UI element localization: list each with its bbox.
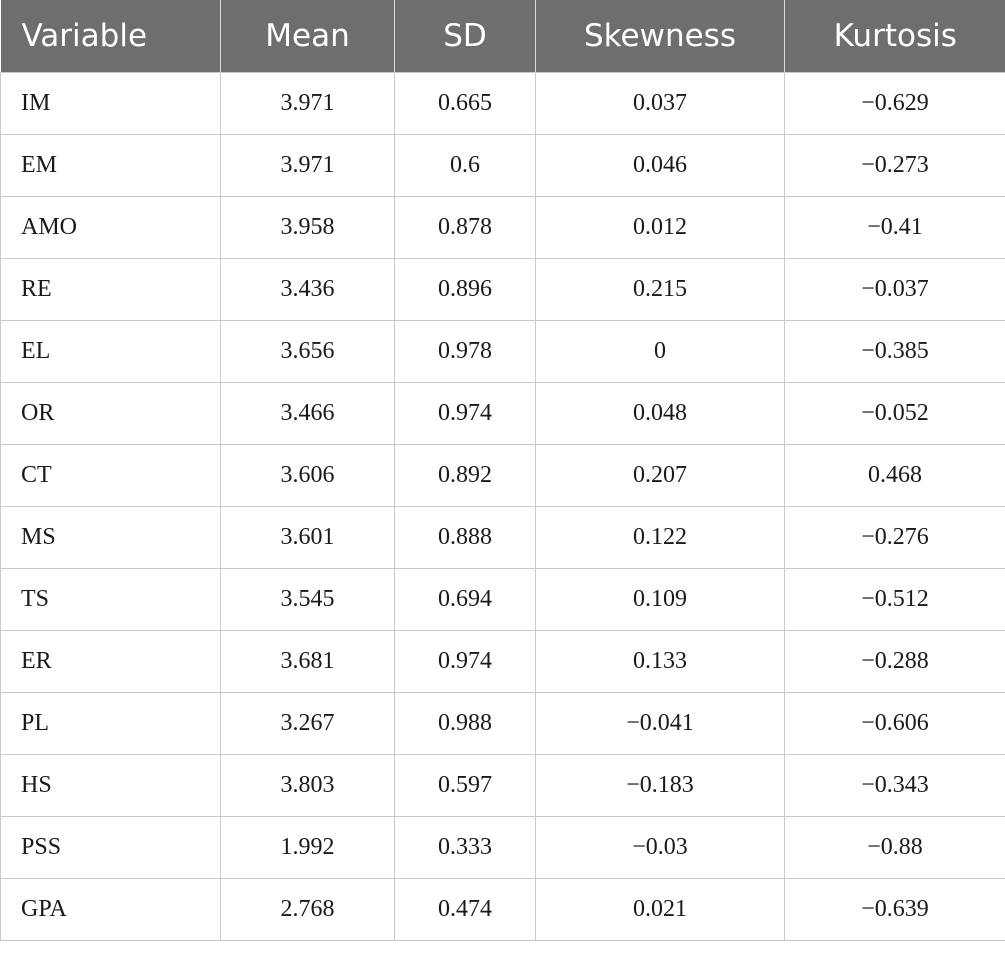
table-row: RE 3.436 0.896 0.215 −0.037 [0,258,1005,321]
cell-variable: AMO [0,196,221,259]
table-header: Variable Mean SD Skewness Kurtosis [0,0,1005,73]
cell-kurtosis: 0.468 [784,444,1005,507]
cell-kurtosis: −0.88 [784,816,1005,879]
header-mean: Mean [220,0,395,73]
cell-mean: 3.656 [220,320,395,383]
header-row: Variable Mean SD Skewness Kurtosis [0,0,1005,73]
cell-skewness: 0.046 [535,134,785,197]
cell-skewness: 0.122 [535,506,785,569]
cell-kurtosis: −0.273 [784,134,1005,197]
cell-kurtosis: −0.41 [784,196,1005,259]
header-variable: Variable [0,0,221,73]
cell-kurtosis: −0.606 [784,692,1005,755]
cell-skewness: 0.037 [535,72,785,135]
cell-sd: 0.896 [394,258,536,321]
table-row: ER 3.681 0.974 0.133 −0.288 [0,630,1005,693]
cell-sd: 0.974 [394,630,536,693]
cell-mean: 3.803 [220,754,395,817]
cell-skewness: 0.048 [535,382,785,445]
cell-skewness: 0.215 [535,258,785,321]
cell-sd: 0.597 [394,754,536,817]
cell-skewness: 0 [535,320,785,383]
table-row: GPA 2.768 0.474 0.021 −0.639 [0,878,1005,941]
header-kurtosis: Kurtosis [784,0,1005,73]
cell-mean: 3.606 [220,444,395,507]
cell-variable: CT [0,444,221,507]
cell-sd: 0.694 [394,568,536,631]
cell-kurtosis: −0.629 [784,72,1005,135]
cell-variable: MS [0,506,221,569]
cell-mean: 3.601 [220,506,395,569]
cell-variable: OR [0,382,221,445]
cell-kurtosis: −0.385 [784,320,1005,383]
cell-variable: EM [0,134,221,197]
cell-mean: 3.466 [220,382,395,445]
table-row: PL 3.267 0.988 −0.041 −0.606 [0,692,1005,755]
cell-kurtosis: −0.343 [784,754,1005,817]
cell-sd: 0.474 [394,878,536,941]
table-row: OR 3.466 0.974 0.048 −0.052 [0,382,1005,445]
cell-variable: ER [0,630,221,693]
cell-kurtosis: −0.052 [784,382,1005,445]
cell-skewness: 0.109 [535,568,785,631]
cell-variable: EL [0,320,221,383]
cell-variable: IM [0,72,221,135]
cell-variable: PSS [0,816,221,879]
cell-sd: 0.888 [394,506,536,569]
cell-variable: PL [0,692,221,755]
cell-mean: 2.768 [220,878,395,941]
cell-skewness: 0.133 [535,630,785,693]
table-row: CT 3.606 0.892 0.207 0.468 [0,444,1005,507]
header-skewness: Skewness [535,0,785,73]
cell-skewness: −0.183 [535,754,785,817]
cell-sd: 0.878 [394,196,536,259]
cell-sd: 0.974 [394,382,536,445]
cell-skewness: −0.03 [535,816,785,879]
table-body: IM 3.971 0.665 0.037 −0.629 EM 3.971 0.6 0.046 −0… [0,72,1005,941]
cell-kurtosis: −0.276 [784,506,1005,569]
cell-kurtosis: −0.288 [784,630,1005,693]
cell-mean: 3.958 [220,196,395,259]
cell-sd: 0.333 [394,816,536,879]
cell-mean: 3.436 [220,258,395,321]
cell-skewness: 0.012 [535,196,785,259]
cell-kurtosis: −0.037 [784,258,1005,321]
cell-mean: 3.681 [220,630,395,693]
table-row: EM 3.971 0.6 0.046 −0.273 [0,134,1005,197]
table-row: HS 3.803 0.597 −0.183 −0.343 [0,754,1005,817]
cell-variable: RE [0,258,221,321]
cell-sd: 0.988 [394,692,536,755]
cell-sd: 0.6 [394,134,536,197]
cell-sd: 0.978 [394,320,536,383]
table-row: PSS 1.992 0.333 −0.03 −0.88 [0,816,1005,879]
cell-variable: TS [0,568,221,631]
cell-sd: 0.665 [394,72,536,135]
table-row: TS 3.545 0.694 0.109 −0.512 [0,568,1005,631]
table-row: MS 3.601 0.888 0.122 −0.276 [0,506,1005,569]
cell-variable: GPA [0,878,221,941]
cell-skewness: 0.207 [535,444,785,507]
cell-mean: 1.992 [220,816,395,879]
cell-variable: HS [0,754,221,817]
cell-sd: 0.892 [394,444,536,507]
cell-mean: 3.971 [220,72,395,135]
table-row: AMO 3.958 0.878 0.012 −0.41 [0,196,1005,259]
cell-kurtosis: −0.639 [784,878,1005,941]
cell-skewness: 0.021 [535,878,785,941]
cell-mean: 3.267 [220,692,395,755]
cell-mean: 3.971 [220,134,395,197]
cell-mean: 3.545 [220,568,395,631]
cell-skewness: −0.041 [535,692,785,755]
cell-kurtosis: −0.512 [784,568,1005,631]
table-row: IM 3.971 0.665 0.037 −0.629 [0,72,1005,135]
header-sd: SD [394,0,536,73]
table-row: EL 3.656 0.978 0 −0.385 [0,320,1005,383]
